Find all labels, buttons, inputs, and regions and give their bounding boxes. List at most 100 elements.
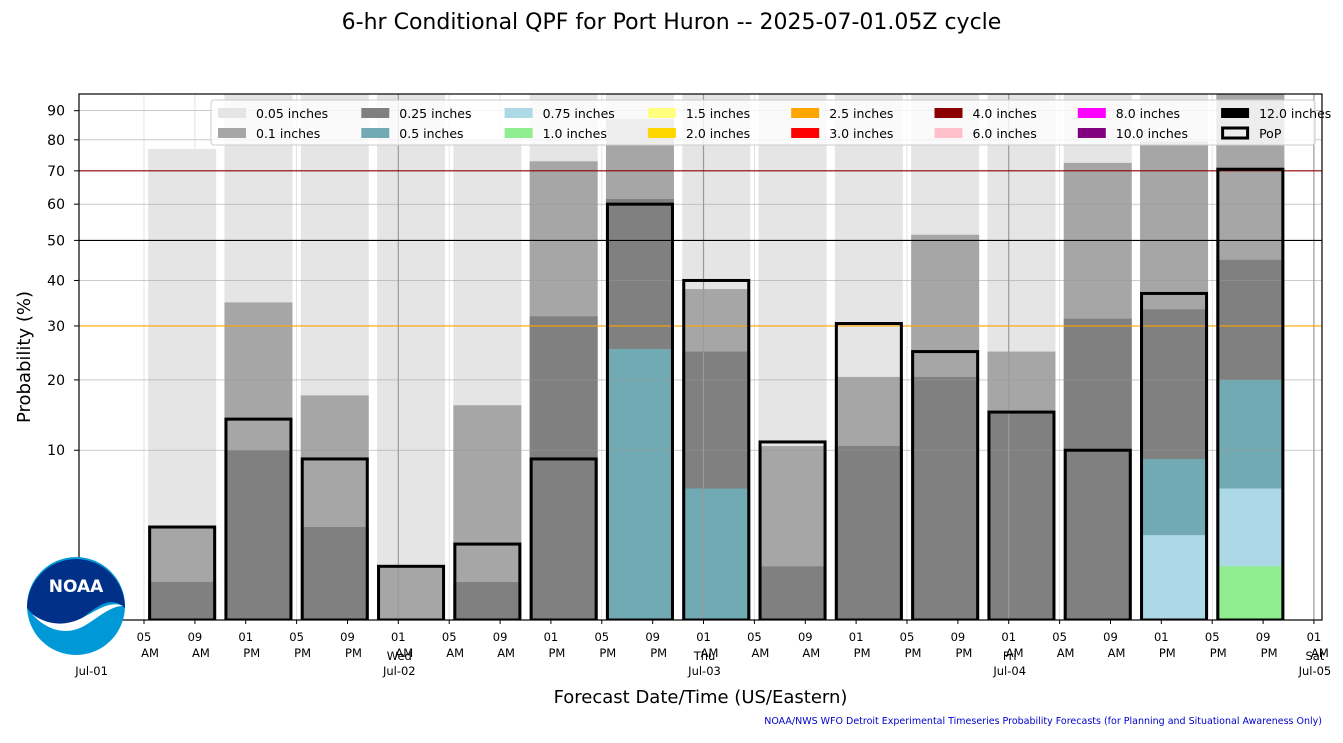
legend-label: 6.0 inches [973, 126, 1037, 141]
x-tick-hour-label: 05 [137, 630, 152, 644]
x-tick-date-label: Jul-03 [687, 664, 721, 678]
legend-label: 0.25 inches [399, 106, 471, 121]
x-tick-hour-label: 09 [1103, 630, 1118, 644]
plot-clip-group [79, 94, 1322, 620]
x-tick-hour-label: 01 [1154, 630, 1169, 644]
x-tick-hour-label: 05 [747, 630, 762, 644]
legend-label: 0.75 inches [543, 106, 615, 121]
x-tick-hour-label: 09 [493, 630, 508, 644]
bar-0-25-inches-0 [148, 582, 217, 620]
x-tick-ampm-label: PM [905, 646, 922, 660]
noaa-logo: NOAA [26, 556, 126, 660]
x-axis-label: Forecast Date/Time (US/Eastern) [554, 687, 848, 708]
x-tick-ampm-label: PM [1159, 646, 1176, 660]
x-tick-ampm-label: AM [192, 646, 210, 660]
legend-label: 2.0 inches [686, 126, 750, 141]
legend-swatch [934, 108, 963, 118]
pop-bar-13 [1140, 291, 1209, 620]
x-tick-hour-label: 05 [1052, 630, 1067, 644]
svg-text:NOAA: NOAA [49, 577, 104, 597]
x-tick-ampm-label: PM [1210, 646, 1227, 660]
x-tick-hour-label: 05 [900, 630, 915, 644]
x-tick-ampm-label: AM [395, 646, 413, 660]
bar-0-25-inches-1 [224, 450, 293, 620]
x-tick-hour-label: 09 [645, 630, 660, 644]
plot-area [79, 94, 1322, 620]
legend-label: 1.5 inches [686, 106, 750, 121]
bar-0-25-inches-5 [529, 316, 598, 620]
x-tick-ampm-label: AM [446, 646, 464, 660]
y-tick-label: 70 [47, 164, 65, 180]
legend-swatch [361, 108, 390, 118]
legend-label: 8.0 inches [1116, 106, 1180, 121]
legend-label: 12.0 inches [1259, 106, 1331, 121]
bar-0-25-inches-12 [1063, 318, 1132, 620]
legend-label: 1.0 inches [543, 126, 607, 141]
legend-label: 0.5 inches [399, 126, 463, 141]
legend-swatch [218, 108, 246, 118]
x-tick-hour-label: 09 [188, 630, 203, 644]
x-tick-date-label: Jul-02 [382, 664, 416, 678]
chart-title: 6-hr Conditional QPF for Port Huron -- 2… [341, 10, 1002, 35]
x-tick-day-label: Fri [1003, 649, 1017, 663]
x-tick-ampm-label: PM [345, 646, 362, 660]
x-tick-ampm-label: PM [294, 646, 311, 660]
y-tick-label: 90 [47, 104, 65, 120]
x-tick-hour-label: 01 [1307, 630, 1322, 644]
bar-0-1-inches-3 [377, 566, 446, 620]
legend-label: 0.1 inches [256, 126, 320, 141]
pop-bar-10 [911, 350, 980, 620]
bar-0-25-inches-11 [987, 412, 1056, 620]
x-tick-ampm-label: AM [1311, 646, 1329, 660]
legend-swatch [361, 128, 390, 138]
x-tick-hour-label: 01 [1001, 630, 1016, 644]
bar-0-75-inches-13 [1140, 535, 1209, 620]
pop-bar-7 [682, 278, 751, 620]
x-tick-hour-label: 01 [849, 630, 864, 644]
pop-bar-2 [300, 457, 369, 620]
x-tick-ampm-label: AM [802, 646, 820, 660]
y-tick-label: 50 [47, 233, 65, 249]
legend-swatch [1077, 108, 1106, 118]
x-tick-hour-label: 01 [238, 630, 253, 644]
legend-label: PoP [1259, 126, 1282, 141]
bar-0-25-inches-2 [300, 527, 369, 620]
legend-swatch [647, 128, 676, 138]
x-tick-hour-label: 09 [951, 630, 966, 644]
legend-label: 2.5 inches [829, 106, 893, 121]
x-tick-day-label: Sat [1305, 649, 1324, 663]
x-tick-hour-label: 05 [442, 630, 457, 644]
x-tick-day-label: Wed [387, 649, 412, 663]
x-tick-date-label: Jul-01 [74, 664, 108, 678]
x-tick-ampm-label: PM [599, 646, 616, 660]
x-tick-hour-label: 09 [798, 630, 813, 644]
legend-label: 10.0 inches [1116, 126, 1188, 141]
x-tick-date-label: Jul-04 [992, 664, 1026, 678]
x-tick-ampm-label: AM [1108, 646, 1126, 660]
axes-frame [78, 93, 1323, 621]
x-tick-ampm-label: AM [1057, 646, 1075, 660]
legend-swatch [1077, 128, 1106, 138]
x-tick-ampm-label: PM [955, 646, 972, 660]
y-tick-label: 20 [47, 373, 65, 389]
pop-bar-9 [834, 322, 903, 620]
pop-bar-12 [1063, 448, 1132, 620]
x-tick-date-label: Jul-05 [1298, 664, 1332, 678]
x-tick-ampm-label: PM [1261, 646, 1278, 660]
legend-swatch [504, 108, 533, 118]
x-tick-ampm-label: PM [854, 646, 871, 660]
x-tick-hour-label: 05 [594, 630, 609, 644]
y-tick-label: 60 [47, 197, 65, 213]
y-tick-label: 10 [47, 443, 65, 459]
x-tick-hour-label: 09 [1256, 630, 1271, 644]
x-tick-hour-label: 01 [391, 630, 406, 644]
legend-label: 4.0 inches [973, 106, 1037, 121]
pop-bar-3 [377, 564, 446, 620]
x-tick-hour-label: 05 [289, 630, 304, 644]
legend-swatch [218, 128, 246, 138]
bar-0-5-inches-6 [605, 348, 674, 620]
x-tick-day-label: Thu [693, 649, 716, 663]
axes: 10 20 30 40 50 60 70 80 90 Probability (%) Jul-01 0… [14, 93, 1332, 708]
x-tick-ampm-label: AM [497, 646, 515, 660]
legend-swatch [1221, 108, 1250, 118]
